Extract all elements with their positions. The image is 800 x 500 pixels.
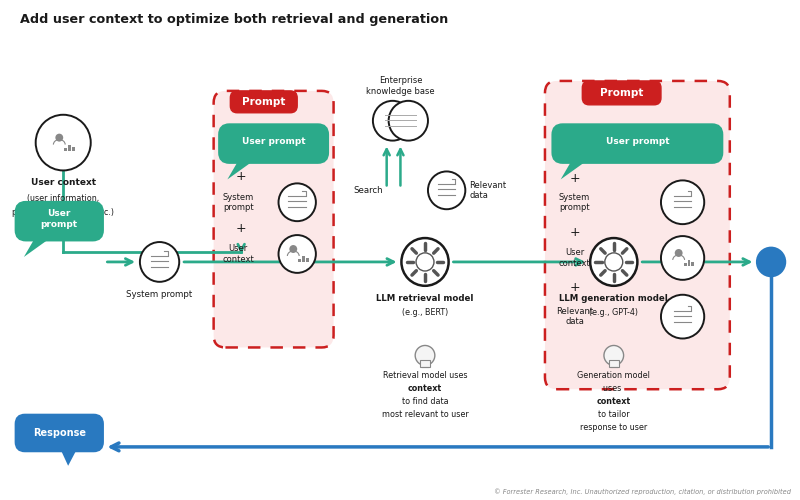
Text: (user information,: (user information, bbox=[27, 194, 99, 203]
Bar bbox=[420, 360, 430, 368]
Text: System
prompt: System prompt bbox=[559, 192, 590, 212]
Text: System
prompt: System prompt bbox=[222, 192, 254, 212]
Circle shape bbox=[290, 245, 298, 253]
Text: System prompt: System prompt bbox=[126, 290, 193, 299]
Bar bbox=[298, 259, 301, 262]
Text: Retrieval model uses: Retrieval model uses bbox=[382, 372, 467, 380]
Circle shape bbox=[55, 134, 63, 141]
Text: +: + bbox=[569, 172, 580, 185]
Circle shape bbox=[278, 235, 316, 273]
Circle shape bbox=[36, 115, 90, 170]
Polygon shape bbox=[62, 451, 76, 466]
Circle shape bbox=[661, 294, 704, 339]
Bar bbox=[72, 146, 75, 150]
Text: Enterprise
knowledge base: Enterprise knowledge base bbox=[366, 76, 434, 96]
Text: Relevant
data: Relevant data bbox=[470, 180, 506, 200]
Text: © Forrester Research, Inc. Unauthorized reproduction, citation, or distribution : © Forrester Research, Inc. Unauthorized … bbox=[494, 488, 790, 494]
Text: uses: uses bbox=[603, 384, 624, 393]
Circle shape bbox=[674, 249, 682, 257]
FancyBboxPatch shape bbox=[553, 124, 722, 162]
FancyBboxPatch shape bbox=[16, 415, 102, 451]
Text: Response: Response bbox=[33, 428, 86, 438]
Text: LLM retrieval model: LLM retrieval model bbox=[376, 294, 474, 303]
Bar bbox=[306, 258, 309, 262]
Polygon shape bbox=[227, 162, 251, 180]
Text: User prompt: User prompt bbox=[242, 137, 306, 146]
Text: Prompt: Prompt bbox=[600, 88, 643, 98]
Text: User
context: User context bbox=[558, 248, 590, 268]
Text: to tailor: to tailor bbox=[598, 410, 630, 419]
Text: Generation model: Generation model bbox=[578, 372, 650, 380]
Text: Search: Search bbox=[353, 186, 383, 195]
Text: User prompt: User prompt bbox=[606, 137, 669, 146]
Circle shape bbox=[402, 238, 449, 286]
Text: Add user context to optimize both retrieval and generation: Add user context to optimize both retrie… bbox=[20, 14, 448, 26]
FancyBboxPatch shape bbox=[545, 81, 730, 389]
Text: LLM generation model: LLM generation model bbox=[559, 294, 668, 303]
Text: +: + bbox=[236, 170, 246, 183]
Text: Prompt: Prompt bbox=[242, 97, 286, 107]
Circle shape bbox=[278, 184, 316, 221]
Bar bbox=[691, 262, 694, 266]
Bar bbox=[609, 360, 618, 368]
Text: +: + bbox=[236, 222, 246, 234]
Circle shape bbox=[661, 180, 704, 224]
Bar bbox=[302, 256, 305, 262]
Text: to find data: to find data bbox=[402, 397, 448, 406]
Text: +: + bbox=[569, 282, 580, 294]
Bar bbox=[64, 148, 67, 150]
Circle shape bbox=[590, 238, 638, 286]
Bar bbox=[687, 260, 690, 266]
Text: context: context bbox=[408, 384, 442, 393]
Text: User context: User context bbox=[30, 178, 96, 188]
Text: (e.g., GPT-4): (e.g., GPT-4) bbox=[590, 308, 638, 316]
Polygon shape bbox=[24, 240, 47, 257]
Text: response to user: response to user bbox=[580, 423, 647, 432]
Circle shape bbox=[604, 346, 624, 366]
Circle shape bbox=[415, 346, 435, 366]
Circle shape bbox=[389, 101, 428, 140]
Bar bbox=[683, 263, 686, 266]
FancyBboxPatch shape bbox=[16, 202, 102, 240]
FancyBboxPatch shape bbox=[230, 91, 298, 113]
Circle shape bbox=[661, 236, 704, 280]
Circle shape bbox=[140, 242, 179, 282]
Text: (e.g., BERT): (e.g., BERT) bbox=[402, 308, 448, 316]
Text: +: + bbox=[569, 226, 580, 238]
Bar bbox=[68, 144, 71, 150]
Text: predictive analytics, etc.): predictive analytics, etc.) bbox=[12, 208, 114, 217]
Text: User
prompt: User prompt bbox=[41, 210, 78, 229]
FancyBboxPatch shape bbox=[214, 91, 334, 347]
FancyBboxPatch shape bbox=[582, 81, 661, 105]
Text: most relevant to user: most relevant to user bbox=[382, 410, 468, 419]
Polygon shape bbox=[561, 162, 584, 180]
Circle shape bbox=[373, 101, 412, 140]
Circle shape bbox=[758, 248, 785, 276]
Text: context: context bbox=[597, 397, 631, 406]
Text: Relevant
data: Relevant data bbox=[556, 307, 593, 326]
FancyBboxPatch shape bbox=[219, 124, 328, 162]
Text: User
context: User context bbox=[222, 244, 254, 264]
Circle shape bbox=[428, 172, 466, 209]
